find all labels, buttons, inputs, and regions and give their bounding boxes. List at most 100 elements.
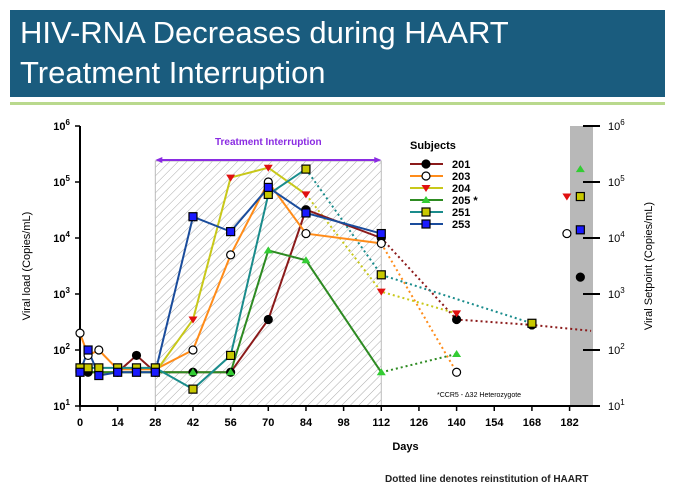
series-203-point [376,238,386,249]
y2-tick-label: 105 [608,174,625,189]
series-204-point [226,174,236,182]
x-tick-label: 42 [187,417,199,429]
legend-251-marker [421,207,431,217]
legend-203-label: 203 [452,171,470,183]
series-251-line [80,168,307,391]
series-204-dotted-line [305,193,457,315]
x-tick-label: 28 [149,417,161,429]
series-253-point [94,370,104,381]
slide-title-line2: Treatment Interruption [20,55,326,90]
legend-253-marker [421,219,431,229]
legend-204-label: 204 [452,183,471,195]
series-205-point [188,368,198,376]
y2-tick-label: 101 [608,398,625,413]
series-205-line [80,249,383,374]
series-251-point [376,270,386,280]
series-204-point [263,164,273,172]
series-253-point [263,182,273,193]
legend-205-label: 205 * [452,195,478,207]
x-tick-label: 70 [262,417,274,429]
series-205-point [452,349,462,357]
series-205-dotted-line [381,352,457,374]
y2-tick-label: 104 [608,230,625,245]
series-251-point [301,164,311,174]
series-253-point [131,367,142,377]
series-251-point [226,350,236,361]
series-201-dotted-line [380,237,592,332]
footnote: Dotted line denotes reinstitution of HAA… [385,474,589,485]
series-201-point [131,350,142,361]
series-203-setpoint [562,228,572,239]
series-201-point [263,314,273,325]
y2-axis-label: Viral Setpoint (Copies/mL) [643,202,655,330]
series-201-setpoint [575,272,585,282]
x-tick-label: 84 [300,417,313,429]
legend-205-marker [421,196,431,203]
series-253-point [150,367,160,377]
legend-204-marker [421,185,431,192]
series-203-point [75,328,85,338]
x-tick-label: 98 [337,417,349,429]
x-tick-label: 0 [77,417,83,429]
series-251-point [188,384,198,394]
series-253-setpoint [575,225,585,235]
x-axis-label: Days [392,441,418,453]
series-205-point [301,256,311,264]
series-204-point [452,310,462,318]
ccr5-annotation: *CCR5 - Δ32 Heterozygote [437,392,521,399]
series-203-dotted-line [380,242,458,373]
series-204-point [301,191,311,199]
interruption-region [154,160,382,407]
x-tick-label: 154 [485,417,504,429]
y-tick-label: 101 [53,398,70,413]
y-tick-label: 106 [53,118,70,133]
series-253-point [75,367,85,377]
series-204-point [188,316,198,324]
series-253-point [188,212,198,222]
y-tick-label: 102 [53,342,70,357]
y2-tick-label: 106 [608,118,625,133]
legend-203-marker [421,171,431,181]
series-205-point [226,368,236,376]
y-tick-label: 104 [53,230,70,245]
series-251-dotted-line [305,168,533,325]
series-203-point [301,228,311,239]
title-banner: HIV-RNA Decreases during HAART Treatment… [10,10,665,97]
series-251-point [527,318,537,328]
x-tick-label: 168 [523,417,541,429]
slide-title-line1: HIV-RNA Decreases during HAART [20,15,509,50]
series-205-point [263,246,273,254]
series-253-point [83,345,93,355]
series-204-setpoint [562,193,572,201]
x-tick-label: 14 [112,417,125,429]
series-204-point [376,288,386,296]
x-tick-label: 182 [560,417,578,429]
x-tick-label: 56 [225,417,237,429]
y-tick-label: 103 [53,286,70,301]
y2-tick-label: 102 [608,342,625,357]
legend-201-marker [421,159,431,169]
series-205-point [376,368,386,376]
series-203-point [452,367,462,377]
legend-title: Subjects [410,140,456,152]
series-203-point [188,345,198,355]
x-tick-label: 126 [410,417,428,429]
title-divider [10,102,665,105]
series-253-point [113,367,123,377]
series-253-point [376,228,386,239]
y2-tick-label: 103 [608,286,625,301]
series-251-setpoint [575,191,585,202]
series-251-point [83,363,93,373]
series-203-point [94,345,104,355]
interruption-label: Treatment Interruption [215,137,322,148]
legend-253-label: 253 [452,219,470,231]
y-tick-label: 105 [53,174,70,189]
series-253-point [226,227,236,237]
legend-201-label: 201 [452,159,470,171]
y-axis-label: Viral load (Copies/mL) [21,212,33,321]
legend-251-label: 251 [452,207,470,219]
x-tick-label: 112 [372,417,390,429]
series-205-setpoint [575,165,585,173]
series-251-point [94,363,104,373]
